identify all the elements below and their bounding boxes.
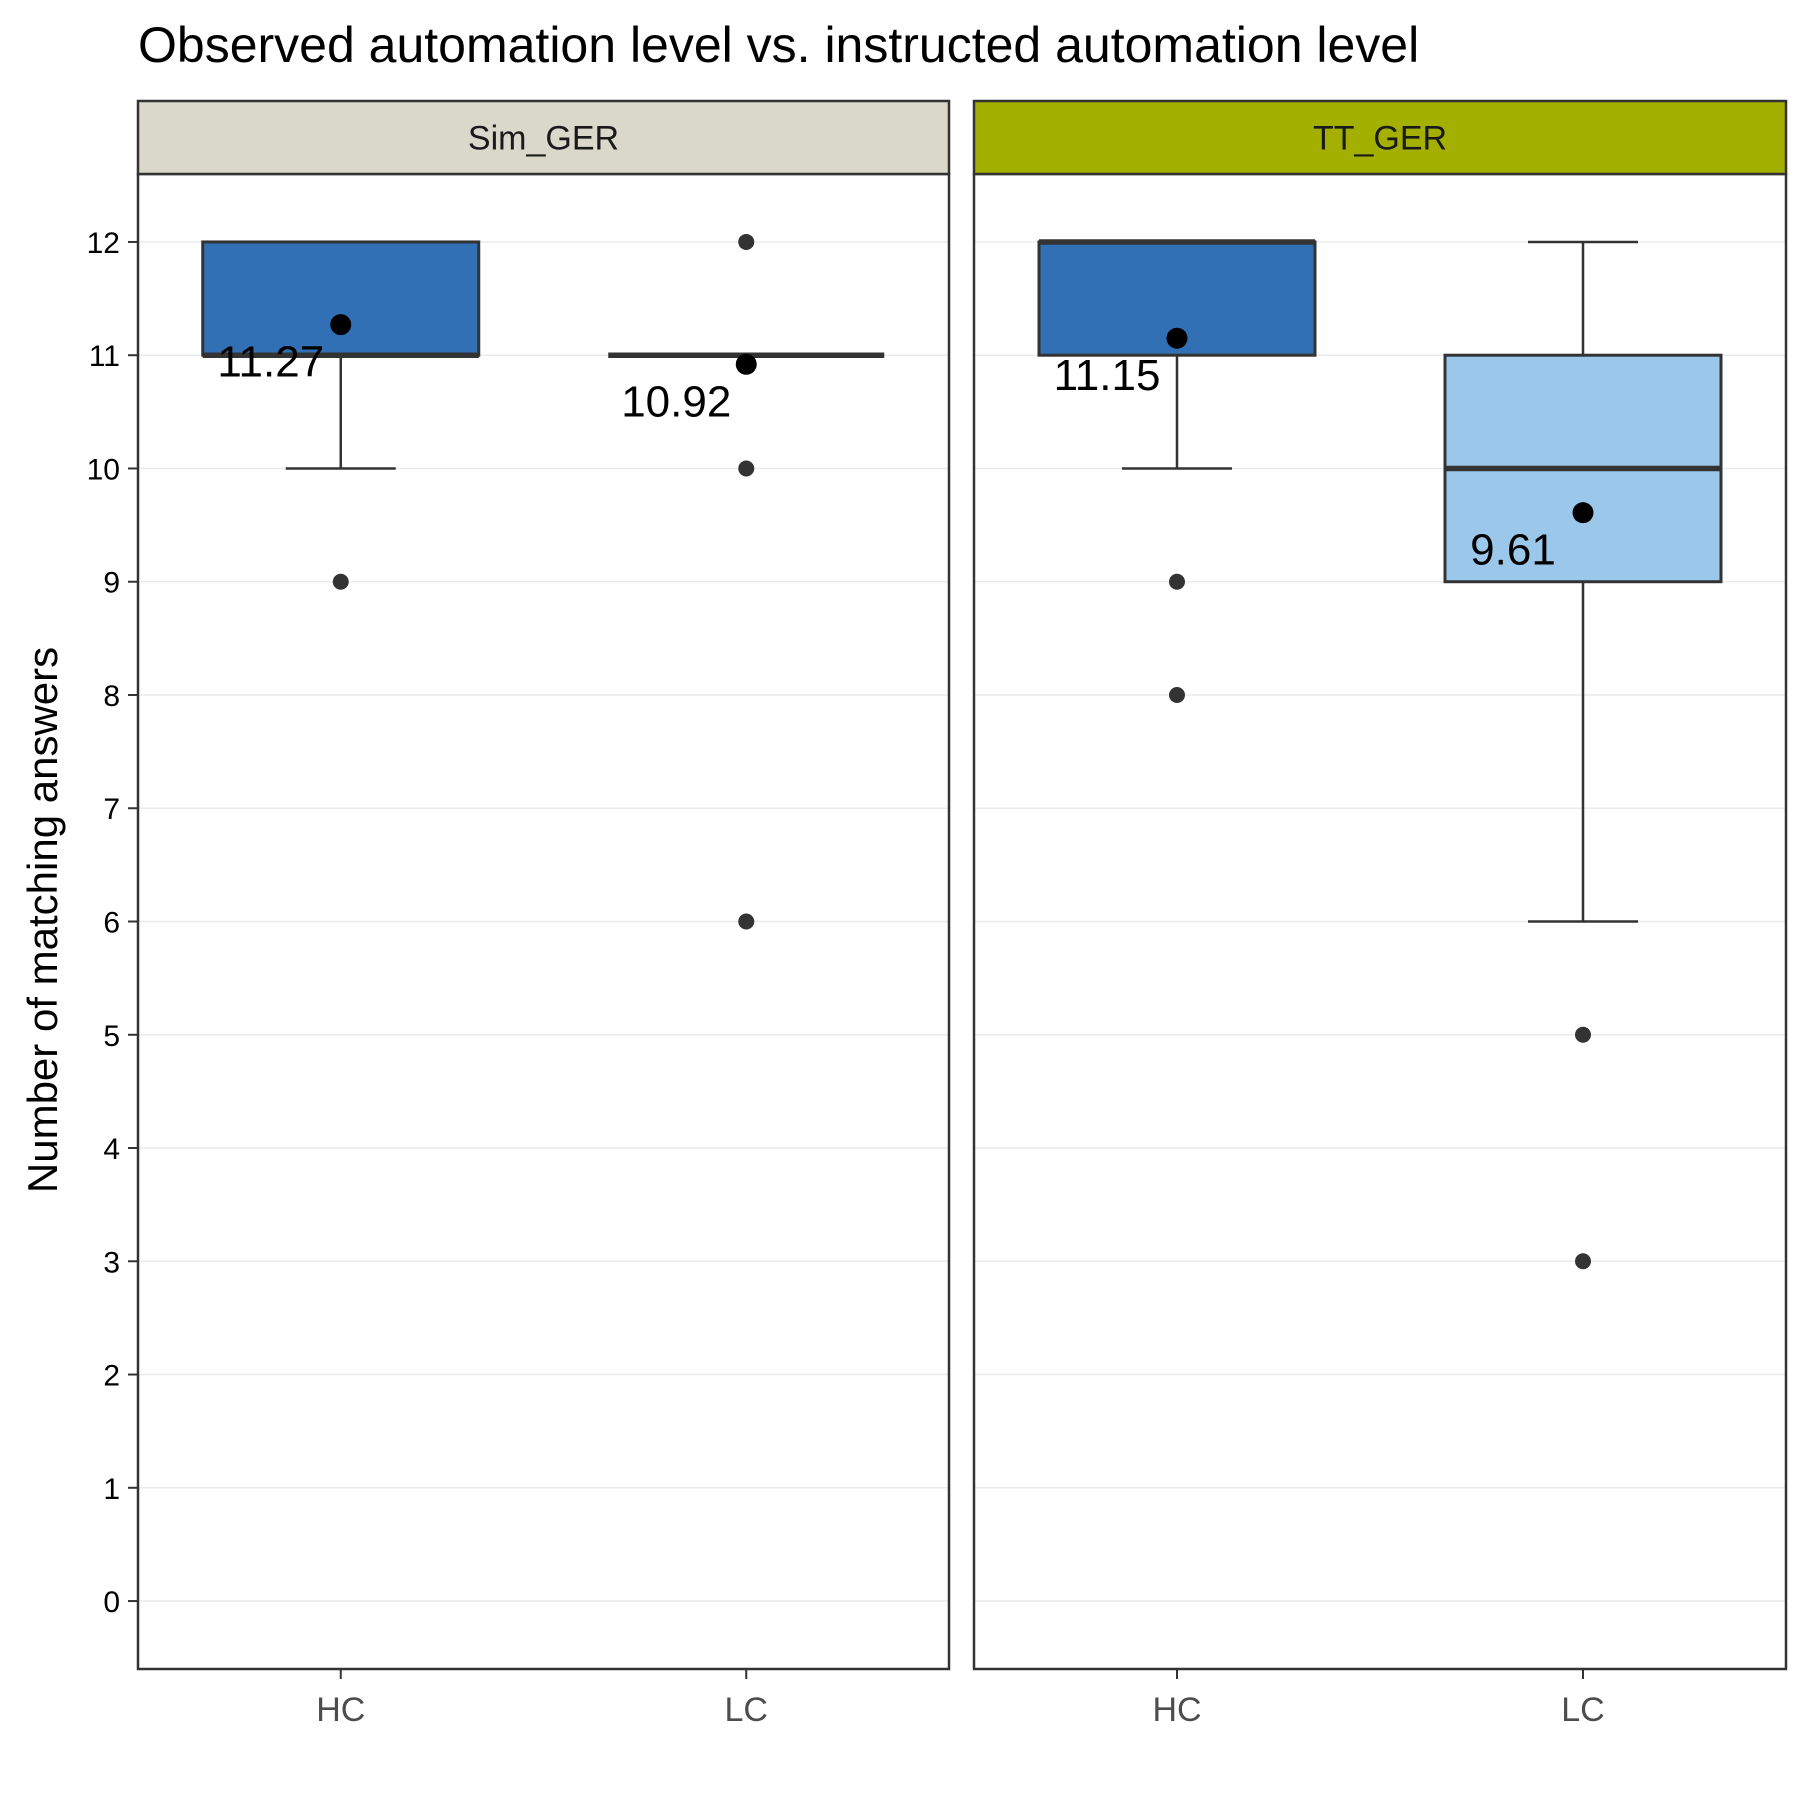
mean-label: 9.61 xyxy=(1470,526,1556,575)
y-tick-label: 5 xyxy=(103,1020,120,1053)
facet-strip xyxy=(972,99,1788,176)
y-axis-title: Number of matching answers xyxy=(19,647,66,1193)
outlier-point xyxy=(1575,1026,1591,1043)
facet-panel-tt-ger: 11.15 9.61 TT_GER HC LC xyxy=(972,99,1788,1729)
x-tick-label: HC xyxy=(316,1691,365,1729)
y-tick-label: 0 xyxy=(103,1586,120,1619)
facet-strip-label: TT_GER xyxy=(1313,120,1447,158)
outlier-point xyxy=(332,573,349,590)
outlier-point xyxy=(738,460,755,477)
y-tick-label: 2 xyxy=(103,1360,120,1393)
y-tick-label: 7 xyxy=(103,793,120,826)
y-tick-label: 11 xyxy=(89,340,120,373)
box-sim-ger-lc: 10.92 xyxy=(608,233,885,930)
mean-label: 10.92 xyxy=(621,377,731,426)
y-tick-label: 8 xyxy=(103,680,120,713)
mean-label: 11.27 xyxy=(217,338,324,387)
facet-strip-label: Sim_GER xyxy=(468,120,619,158)
x-tick-label: HC xyxy=(1152,1691,1201,1729)
y-tick-label: 6 xyxy=(103,907,120,940)
y-tick-label: 4 xyxy=(103,1133,120,1166)
box-tt-ger-lc: 9.61 xyxy=(1443,240,1723,1270)
chart-title: Observed automation level vs. instructed… xyxy=(138,17,1419,73)
mean-point xyxy=(1572,502,1594,524)
outlier-point xyxy=(1169,573,1185,590)
outlier-point xyxy=(738,233,755,250)
mean-point xyxy=(330,314,352,336)
mean-point xyxy=(735,353,757,375)
box-sim-ger-hc: 11.27 xyxy=(201,240,481,590)
y-tick-label: 3 xyxy=(103,1246,120,1279)
box-tt-ger-hc: 11.15 xyxy=(1037,239,1317,703)
facet-strip xyxy=(136,99,951,176)
y-tick-label: 10 xyxy=(87,453,120,486)
x-tick-label: LC xyxy=(725,1691,768,1729)
outlier-point xyxy=(1169,686,1185,703)
x-tick-label: LC xyxy=(1561,1691,1604,1729)
box-body xyxy=(201,240,481,357)
y-tick-label: 1 xyxy=(103,1473,120,1506)
mean-point xyxy=(1166,327,1188,349)
outlier-point xyxy=(738,913,755,930)
outlier-point xyxy=(1575,1253,1591,1270)
y-tick-label: 9 xyxy=(103,567,120,600)
y-tick-label: 12 xyxy=(87,227,120,260)
mean-label: 11.15 xyxy=(1054,351,1161,400)
